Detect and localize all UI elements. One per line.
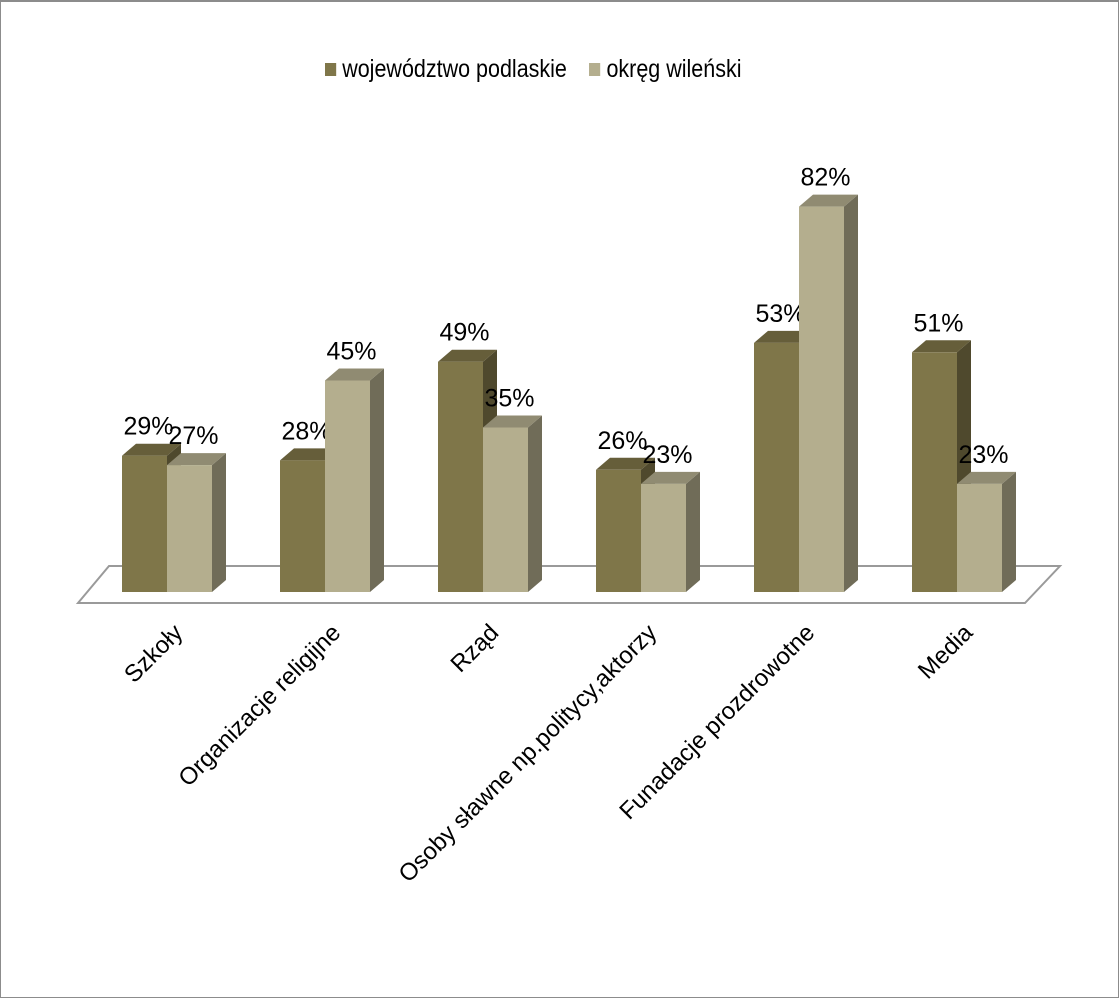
data-label-s2-3: 23% <box>642 441 692 469</box>
bar-side-s2-4 <box>844 194 858 592</box>
bar-s1-3 <box>596 469 641 592</box>
bar-s1-4 <box>754 342 799 592</box>
bar-top-s1-4 <box>754 330 813 343</box>
bar-side-s2-5 <box>1002 471 1016 592</box>
category-label-5: Media <box>913 619 979 685</box>
legend-item-series-2: okręg wileński <box>589 55 741 84</box>
bar-s2-2 <box>483 427 528 592</box>
bar-side-s2-3 <box>686 471 700 592</box>
bar-s2-3 <box>641 483 686 592</box>
category-label-0: Szkoły <box>119 619 188 688</box>
bar-s1-5 <box>912 352 957 592</box>
category-label-3: Osoby sławne np.politycy,aktorzy <box>394 619 663 888</box>
bar-top-s2-2 <box>483 415 542 428</box>
bar-s1-2 <box>438 361 483 592</box>
bar-top-s2-4 <box>799 194 858 207</box>
legend: województwo podlaskie okręg wileński <box>325 54 764 84</box>
bar-top-s1-2 <box>438 349 497 362</box>
data-label-s1-3: 26% <box>597 427 647 455</box>
data-label-s2-5: 23% <box>958 441 1008 469</box>
bar-s2-5 <box>957 483 1002 592</box>
data-label-s2-1: 45% <box>326 338 376 366</box>
bar-top-s1-5 <box>912 340 971 353</box>
legend-swatch-series-1 <box>325 62 337 76</box>
data-label-s2-2: 35% <box>484 385 534 413</box>
bar-side-s2-2 <box>528 415 542 592</box>
bar-top-s2-0 <box>167 453 226 466</box>
legend-label-series-2: okręg wileński <box>606 54 742 83</box>
category-label-2: Rząd <box>446 619 505 678</box>
bar-top-s1-0 <box>122 443 181 456</box>
legend-label-series-1: województwo podlaskie <box>342 54 567 83</box>
data-label-s1-1: 28% <box>281 417 331 445</box>
data-label-s1-0: 29% <box>123 413 173 441</box>
data-label-s1-4: 53% <box>755 300 805 328</box>
bar-top-s2-5 <box>957 471 1016 484</box>
data-label-s1-2: 49% <box>439 319 489 347</box>
data-label-s2-4: 82% <box>800 164 850 192</box>
bar-top-s2-1 <box>325 368 384 381</box>
bar-s1-0 <box>122 455 167 592</box>
data-label-s2-0: 27% <box>168 422 218 450</box>
bar-side-s2-1 <box>370 368 384 592</box>
bar-s2-1 <box>325 380 370 592</box>
bar-s1-1 <box>280 460 325 592</box>
bar-top-s1-1 <box>280 448 339 461</box>
legend-swatch-series-2 <box>589 62 601 76</box>
bar-s2-4 <box>799 206 844 592</box>
data-label-s1-5: 51% <box>913 309 963 337</box>
bar-s2-0 <box>167 465 212 592</box>
bar-top-s2-3 <box>641 471 700 484</box>
bar-side-s2-0 <box>212 453 226 592</box>
category-label-1: Organizacje religijne <box>173 619 346 792</box>
legend-item-series-1: województwo podlaskie <box>325 55 567 84</box>
bar-top-s1-3 <box>596 457 655 470</box>
